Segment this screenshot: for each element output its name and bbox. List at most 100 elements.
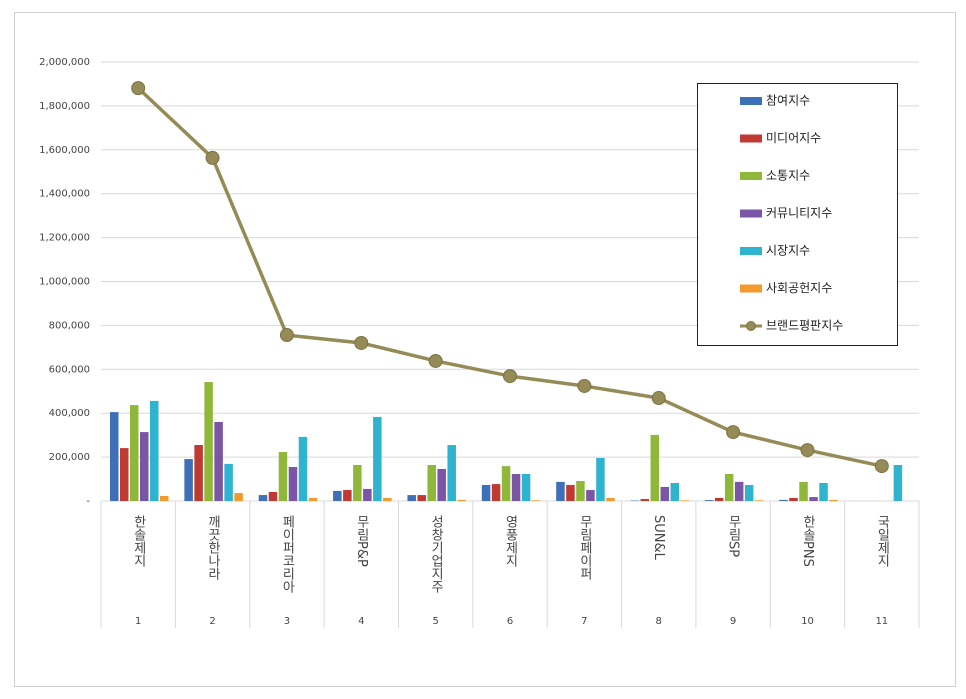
- y-tick-label: 1,000,000: [39, 277, 90, 288]
- x-tick-label: 국일제지: [874, 515, 889, 567]
- bar: [150, 400, 159, 501]
- y-tick-label: 800,000: [49, 320, 90, 331]
- line-marker: [800, 443, 815, 458]
- x-tick-label: 1: [135, 616, 141, 627]
- bar: [373, 416, 382, 501]
- x-tick-label: 5: [432, 616, 438, 627]
- y-tick-label: 400,000: [49, 408, 90, 419]
- bar: [744, 484, 754, 501]
- legend-box: [697, 83, 898, 346]
- line-marker: [726, 425, 741, 440]
- bar: [140, 432, 149, 501]
- x-tick-label: 페이퍼코리아: [279, 515, 294, 593]
- bar: [120, 448, 129, 501]
- line-marker: [354, 335, 369, 350]
- bar: [724, 474, 734, 501]
- x-tick-label: 7: [581, 616, 587, 627]
- legend-swatch: [746, 321, 756, 331]
- legend-swatch: [740, 209, 762, 218]
- bar: [566, 484, 575, 501]
- bar: [258, 495, 268, 501]
- legend-swatch: [740, 284, 762, 293]
- line-marker: [279, 328, 294, 343]
- bar: [511, 474, 521, 501]
- bar: [799, 481, 808, 501]
- line-marker: [577, 378, 592, 393]
- bar: [308, 497, 318, 501]
- bar: [650, 434, 660, 501]
- line-marker: [205, 150, 220, 165]
- bar: [130, 405, 139, 501]
- x-tick-label: 무림페이퍼: [577, 515, 592, 580]
- x-tick-label: 6: [507, 616, 513, 627]
- bar: [268, 492, 278, 501]
- legend-label: 소통지수: [766, 169, 810, 183]
- legend-swatch: [740, 247, 762, 255]
- bar: [110, 412, 119, 501]
- bar: [353, 465, 362, 501]
- bar: [288, 466, 298, 501]
- bar: [521, 474, 531, 501]
- bar: [457, 499, 466, 501]
- bar: [779, 499, 788, 501]
- legend-label: 사회공헌지수: [766, 281, 832, 295]
- bar: [447, 445, 456, 501]
- bar: [586, 490, 595, 501]
- legend-swatch: [740, 97, 762, 105]
- bar: [704, 500, 714, 501]
- bar: [204, 382, 213, 501]
- y-tick-label: 1,200,000: [39, 233, 90, 244]
- y-tick-label: 1,600,000: [39, 145, 90, 156]
- bar: [407, 495, 416, 501]
- bar: [363, 488, 372, 501]
- bar: [491, 484, 501, 501]
- legend-label: 시장지수: [766, 244, 810, 258]
- bar: [501, 466, 511, 501]
- bar: [481, 484, 491, 501]
- bar: [214, 421, 223, 501]
- bar: [680, 500, 690, 501]
- bar: [343, 490, 352, 501]
- legend-label: 미디어지수: [766, 131, 821, 145]
- x-tick-label: 2: [209, 616, 215, 627]
- y-tick-label: 600,000: [49, 364, 90, 375]
- bar: [278, 452, 288, 501]
- y-tick-label: 1,400,000: [39, 189, 90, 200]
- bar: [576, 481, 585, 501]
- x-tick-label: 8: [656, 616, 662, 627]
- bar: [789, 497, 798, 501]
- bar: [809, 497, 818, 501]
- line-marker: [503, 369, 517, 384]
- x-tick-label: 9: [730, 616, 736, 627]
- x-tick-label: SUN&L: [651, 515, 666, 561]
- x-tick-label: 영풍제지: [503, 515, 518, 567]
- bar: [160, 495, 169, 501]
- x-tick-label: 3: [284, 616, 290, 627]
- x-tick-label: 성창기업지주: [428, 515, 443, 593]
- y-tick-label: 2,000,000: [39, 57, 90, 68]
- bar: [670, 483, 680, 501]
- bar: [819, 483, 828, 501]
- bar: [184, 459, 193, 501]
- x-tick-label: 무림SP: [726, 515, 741, 557]
- x-tick-label: 깨끗한나라: [205, 515, 220, 580]
- bar: [893, 465, 903, 501]
- y-tick-label: 1,800,000: [39, 101, 90, 112]
- x-tick-label: 10: [801, 616, 814, 627]
- bar: [660, 486, 670, 501]
- line-marker: [131, 81, 146, 96]
- bar: [556, 481, 565, 501]
- legend-label: 참여지수: [766, 94, 810, 108]
- y-tick-label: 200,000: [49, 452, 90, 463]
- legend-label: 브랜드평판지수: [766, 319, 843, 333]
- bar: [383, 497, 392, 501]
- y-tick-label: -: [86, 496, 90, 507]
- bar: [596, 457, 605, 501]
- bar: [234, 493, 243, 501]
- bar: [606, 497, 615, 501]
- x-tick-label: 한솔PNS: [800, 515, 815, 567]
- line-marker: [874, 459, 889, 474]
- bar: [298, 436, 308, 501]
- x-tick-label: 4: [358, 616, 364, 627]
